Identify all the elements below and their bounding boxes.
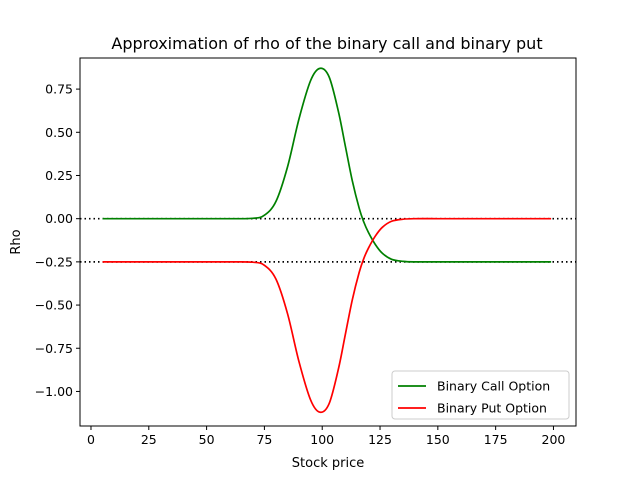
series-line-binary-put	[102, 217, 552, 414]
legend-label-binary-put: Binary Put Option	[437, 401, 547, 416]
x-tick-label: 150	[426, 432, 450, 447]
y-tick-label: 0.25	[45, 168, 73, 183]
y-tick-label: −0.75	[35, 341, 73, 356]
legend: Binary Call Option Binary Put Option	[391, 370, 570, 420]
y-tick-label: 0.75	[45, 82, 73, 97]
y-tick-label: −1.00	[35, 384, 73, 399]
x-tick-label: 200	[542, 432, 566, 447]
x-axis-label: Stock price	[292, 456, 364, 471]
x-tick-label: 25	[141, 432, 157, 447]
legend-box	[391, 370, 570, 420]
plot-area	[79, 57, 577, 427]
legend-label-binary-call: Binary Call Option	[437, 379, 550, 394]
x-tick-label: 125	[368, 432, 392, 447]
chart-title: Approximation of rho of the binary call …	[111, 34, 542, 53]
y-tick-label: 0.00	[45, 211, 73, 226]
x-tick-label: 175	[484, 432, 508, 447]
y-tick-label: 0.50	[45, 125, 73, 140]
y-axis: 0.75 0.50 0.25 0.00 −0.25 −0.50 −0.75 −1.00	[35, 82, 80, 399]
y-tick-label: −0.50	[35, 298, 73, 313]
series-lines	[102, 67, 552, 414]
reference-lines	[80, 217, 576, 263]
x-tick-label: 50	[199, 432, 215, 447]
x-axis: 0 25 50 75 100 125 150 175 200	[87, 426, 565, 447]
series-line-binary-call	[102, 67, 552, 263]
y-tick-label: −0.25	[35, 254, 73, 269]
x-tick-label: 75	[256, 432, 272, 447]
y-axis-label: Rho	[9, 229, 24, 254]
x-tick-label: 0	[87, 432, 95, 447]
x-tick-label: 100	[310, 432, 334, 447]
plot-frame	[79, 57, 577, 427]
